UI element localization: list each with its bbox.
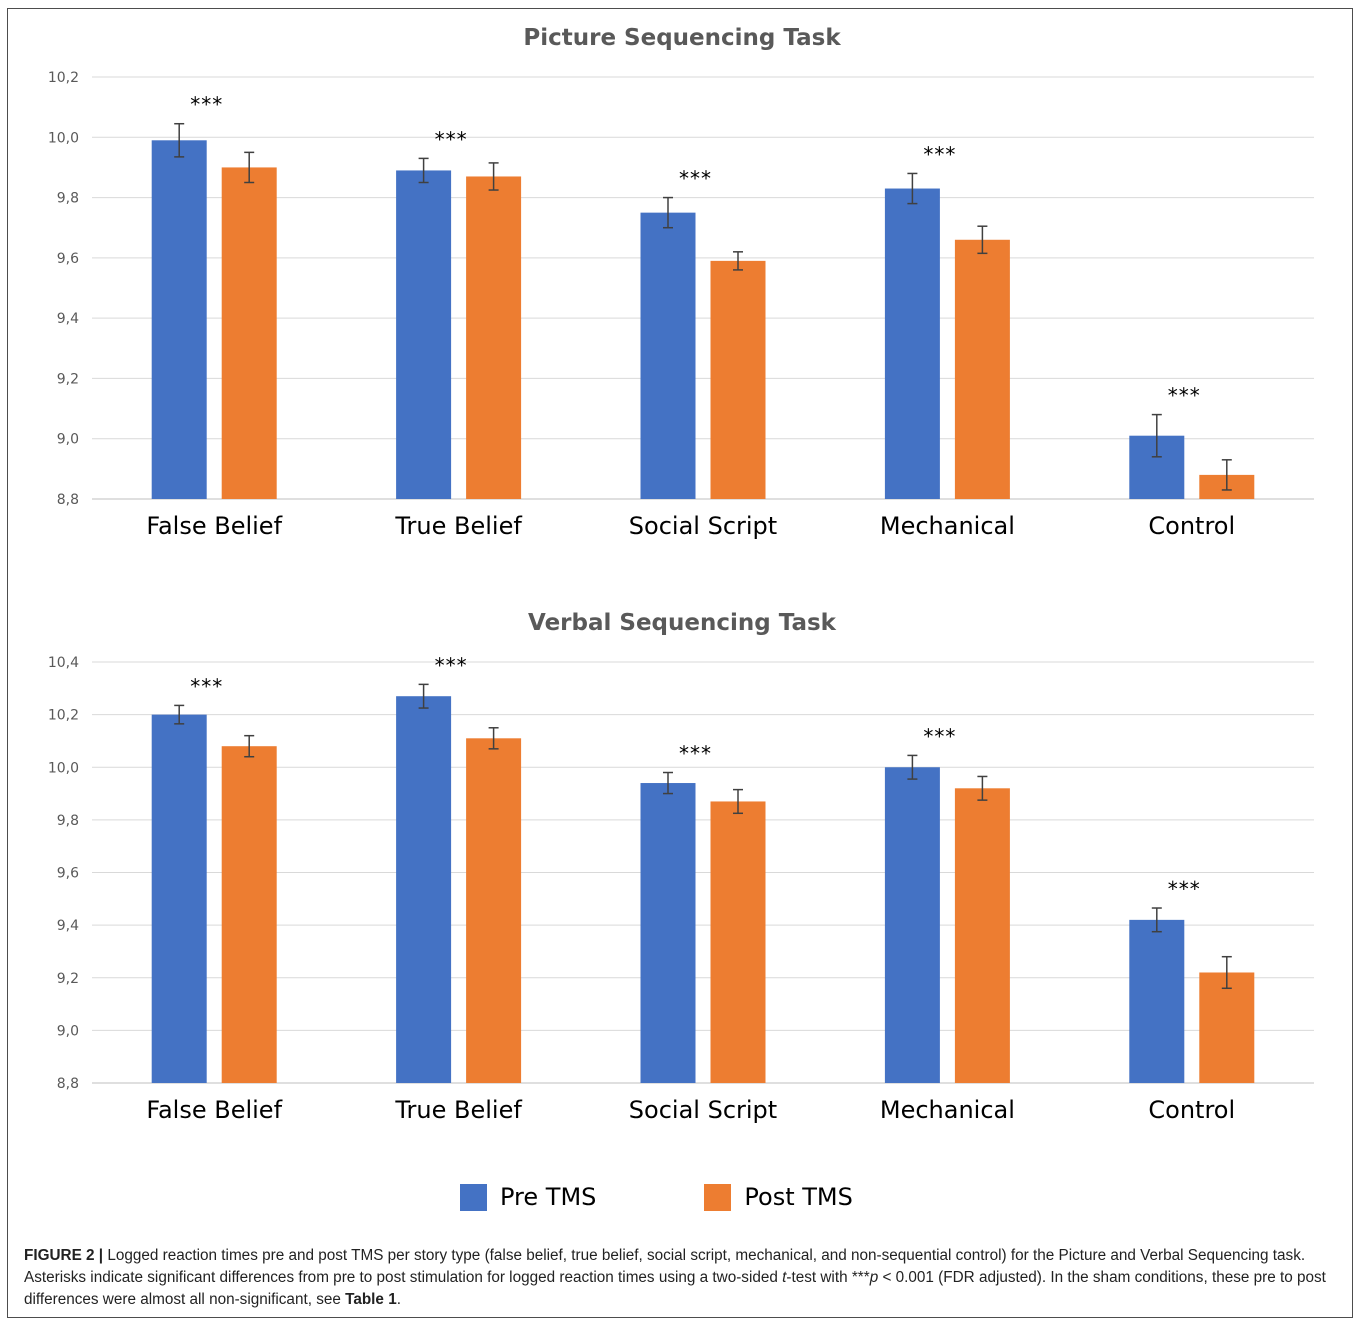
caption-text-4: . xyxy=(396,1291,401,1308)
bar-pre xyxy=(884,188,940,499)
y-tick-label: 9,4 xyxy=(57,311,79,327)
significance-marker: *** xyxy=(190,93,223,117)
bar-pre xyxy=(396,696,452,1083)
caption-figure-label: FIGURE 2 | xyxy=(24,1247,104,1264)
y-tick-label: 8,8 xyxy=(57,492,79,508)
figure-caption: FIGURE 2 | Logged reaction times pre and… xyxy=(24,1245,1344,1311)
figure-frame xyxy=(7,8,1353,1318)
legend-label-post: Post TMS xyxy=(744,1183,853,1211)
caption-table-ref: Table 1 xyxy=(345,1291,397,1308)
legend: Pre TMS Post TMS xyxy=(460,1180,961,1214)
bar-pre xyxy=(151,140,207,500)
y-tick-label: 9,8 xyxy=(57,191,79,207)
chart-title: Picture Sequencing Task xyxy=(523,25,841,51)
picture-sequencing-chart: Picture Sequencing Task 8,8 9,0 9,2 9,4 9,6 9,… xyxy=(48,25,1314,540)
significance-marker: *** xyxy=(435,653,468,677)
y-tick-label: 10,2 xyxy=(48,708,79,724)
category-label: Control xyxy=(1148,1096,1235,1124)
y-tick-label: 9,2 xyxy=(57,371,79,387)
category-label: Social Script xyxy=(629,512,777,540)
y-tick-label: 10,4 xyxy=(48,655,79,671)
bar-post xyxy=(466,176,522,499)
y-tick-label: 9,6 xyxy=(57,866,79,882)
category-label: False Belief xyxy=(146,512,282,540)
bar-pre xyxy=(1129,919,1185,1083)
caption-text-2: -test with *** xyxy=(786,1269,870,1286)
significance-marker: *** xyxy=(923,142,956,166)
bar-post xyxy=(221,167,277,499)
significance-marker: *** xyxy=(679,167,712,191)
legend-swatch-post xyxy=(704,1183,732,1211)
y-tick-label: 9,0 xyxy=(57,432,79,448)
bar-pre xyxy=(396,170,452,499)
bar-post xyxy=(710,260,766,499)
caption-text-1: Logged reaction times pre and post TMS p… xyxy=(24,1247,1306,1286)
y-tick-label: 9,6 xyxy=(57,251,79,267)
legend-item-post: Post TMS xyxy=(704,1183,853,1211)
bar-pre xyxy=(151,714,207,1083)
significance-marker: *** xyxy=(679,742,712,766)
category-label: Control xyxy=(1148,512,1235,540)
legend-item-pre: Pre TMS xyxy=(460,1183,596,1211)
legend-swatch-pre xyxy=(460,1183,487,1211)
verbal-sequencing-chart: Verbal Sequencing Task 8,8 9,0 9,2 9,4 9,6 9,8… xyxy=(48,610,1314,1124)
bar-post xyxy=(954,239,1010,499)
y-tick-label: 9,8 xyxy=(57,813,79,829)
significance-marker: *** xyxy=(923,724,956,748)
category-label: Mechanical xyxy=(880,1096,1015,1124)
caption-text-3: < 0.001 (FDR adjusted). In the sham cond… xyxy=(24,1269,1326,1308)
bar-pre xyxy=(640,783,696,1083)
y-tick-label: 10,0 xyxy=(48,130,79,146)
chart-title: Verbal Sequencing Task xyxy=(528,610,837,636)
bar-pre xyxy=(884,767,940,1083)
legend-label-pre: Pre TMS xyxy=(500,1183,597,1211)
bar-post xyxy=(221,746,277,1083)
category-label: False Belief xyxy=(146,1096,282,1124)
y-tick-label: 9,2 xyxy=(57,971,79,987)
bar-post xyxy=(1199,972,1255,1083)
bar-post xyxy=(710,801,766,1083)
bar-post xyxy=(466,738,522,1083)
bar-pre xyxy=(640,212,696,499)
significance-marker: *** xyxy=(190,674,223,698)
category-label: True Belief xyxy=(394,1096,522,1124)
category-label: Mechanical xyxy=(880,512,1015,540)
caption-t-italic: t xyxy=(782,1269,787,1286)
y-tick-label: 9,4 xyxy=(57,918,79,934)
y-tick-label: 10,2 xyxy=(48,70,79,86)
y-tick-label: 9,0 xyxy=(57,1023,79,1039)
significance-marker: *** xyxy=(1168,877,1201,901)
category-label: Social Script xyxy=(629,1096,777,1124)
bar-post xyxy=(954,788,1010,1083)
caption-p-italic: p xyxy=(869,1269,879,1286)
y-tick-label: 10,0 xyxy=(48,760,79,776)
significance-marker: *** xyxy=(435,127,468,151)
significance-marker: *** xyxy=(1168,384,1201,408)
category-label: True Belief xyxy=(394,512,522,540)
y-tick-label: 8,8 xyxy=(57,1076,79,1092)
